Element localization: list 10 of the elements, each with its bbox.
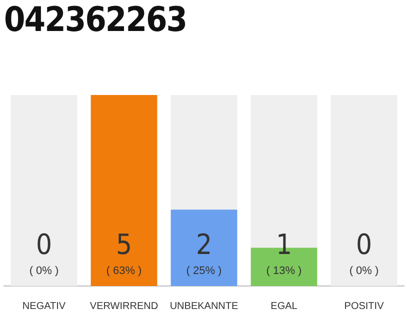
data-label: 2 ( 25% ): [186, 228, 222, 277]
data-label: 0 ( 0% ): [349, 228, 379, 277]
x-tick-label: POSITIV: [344, 300, 384, 312]
x-tick-label: EGAL: [270, 300, 298, 312]
data-label: 5 ( 63% ): [106, 228, 142, 277]
data-label: 0 ( 0% ): [29, 228, 59, 277]
x-tick-label: VERWIRREND: [90, 300, 158, 312]
chart-title: 042362263: [4, 0, 187, 40]
x-tick-label: UNBEKANNTE: [170, 300, 238, 312]
x-tick-label: NEGATIV: [22, 300, 66, 312]
